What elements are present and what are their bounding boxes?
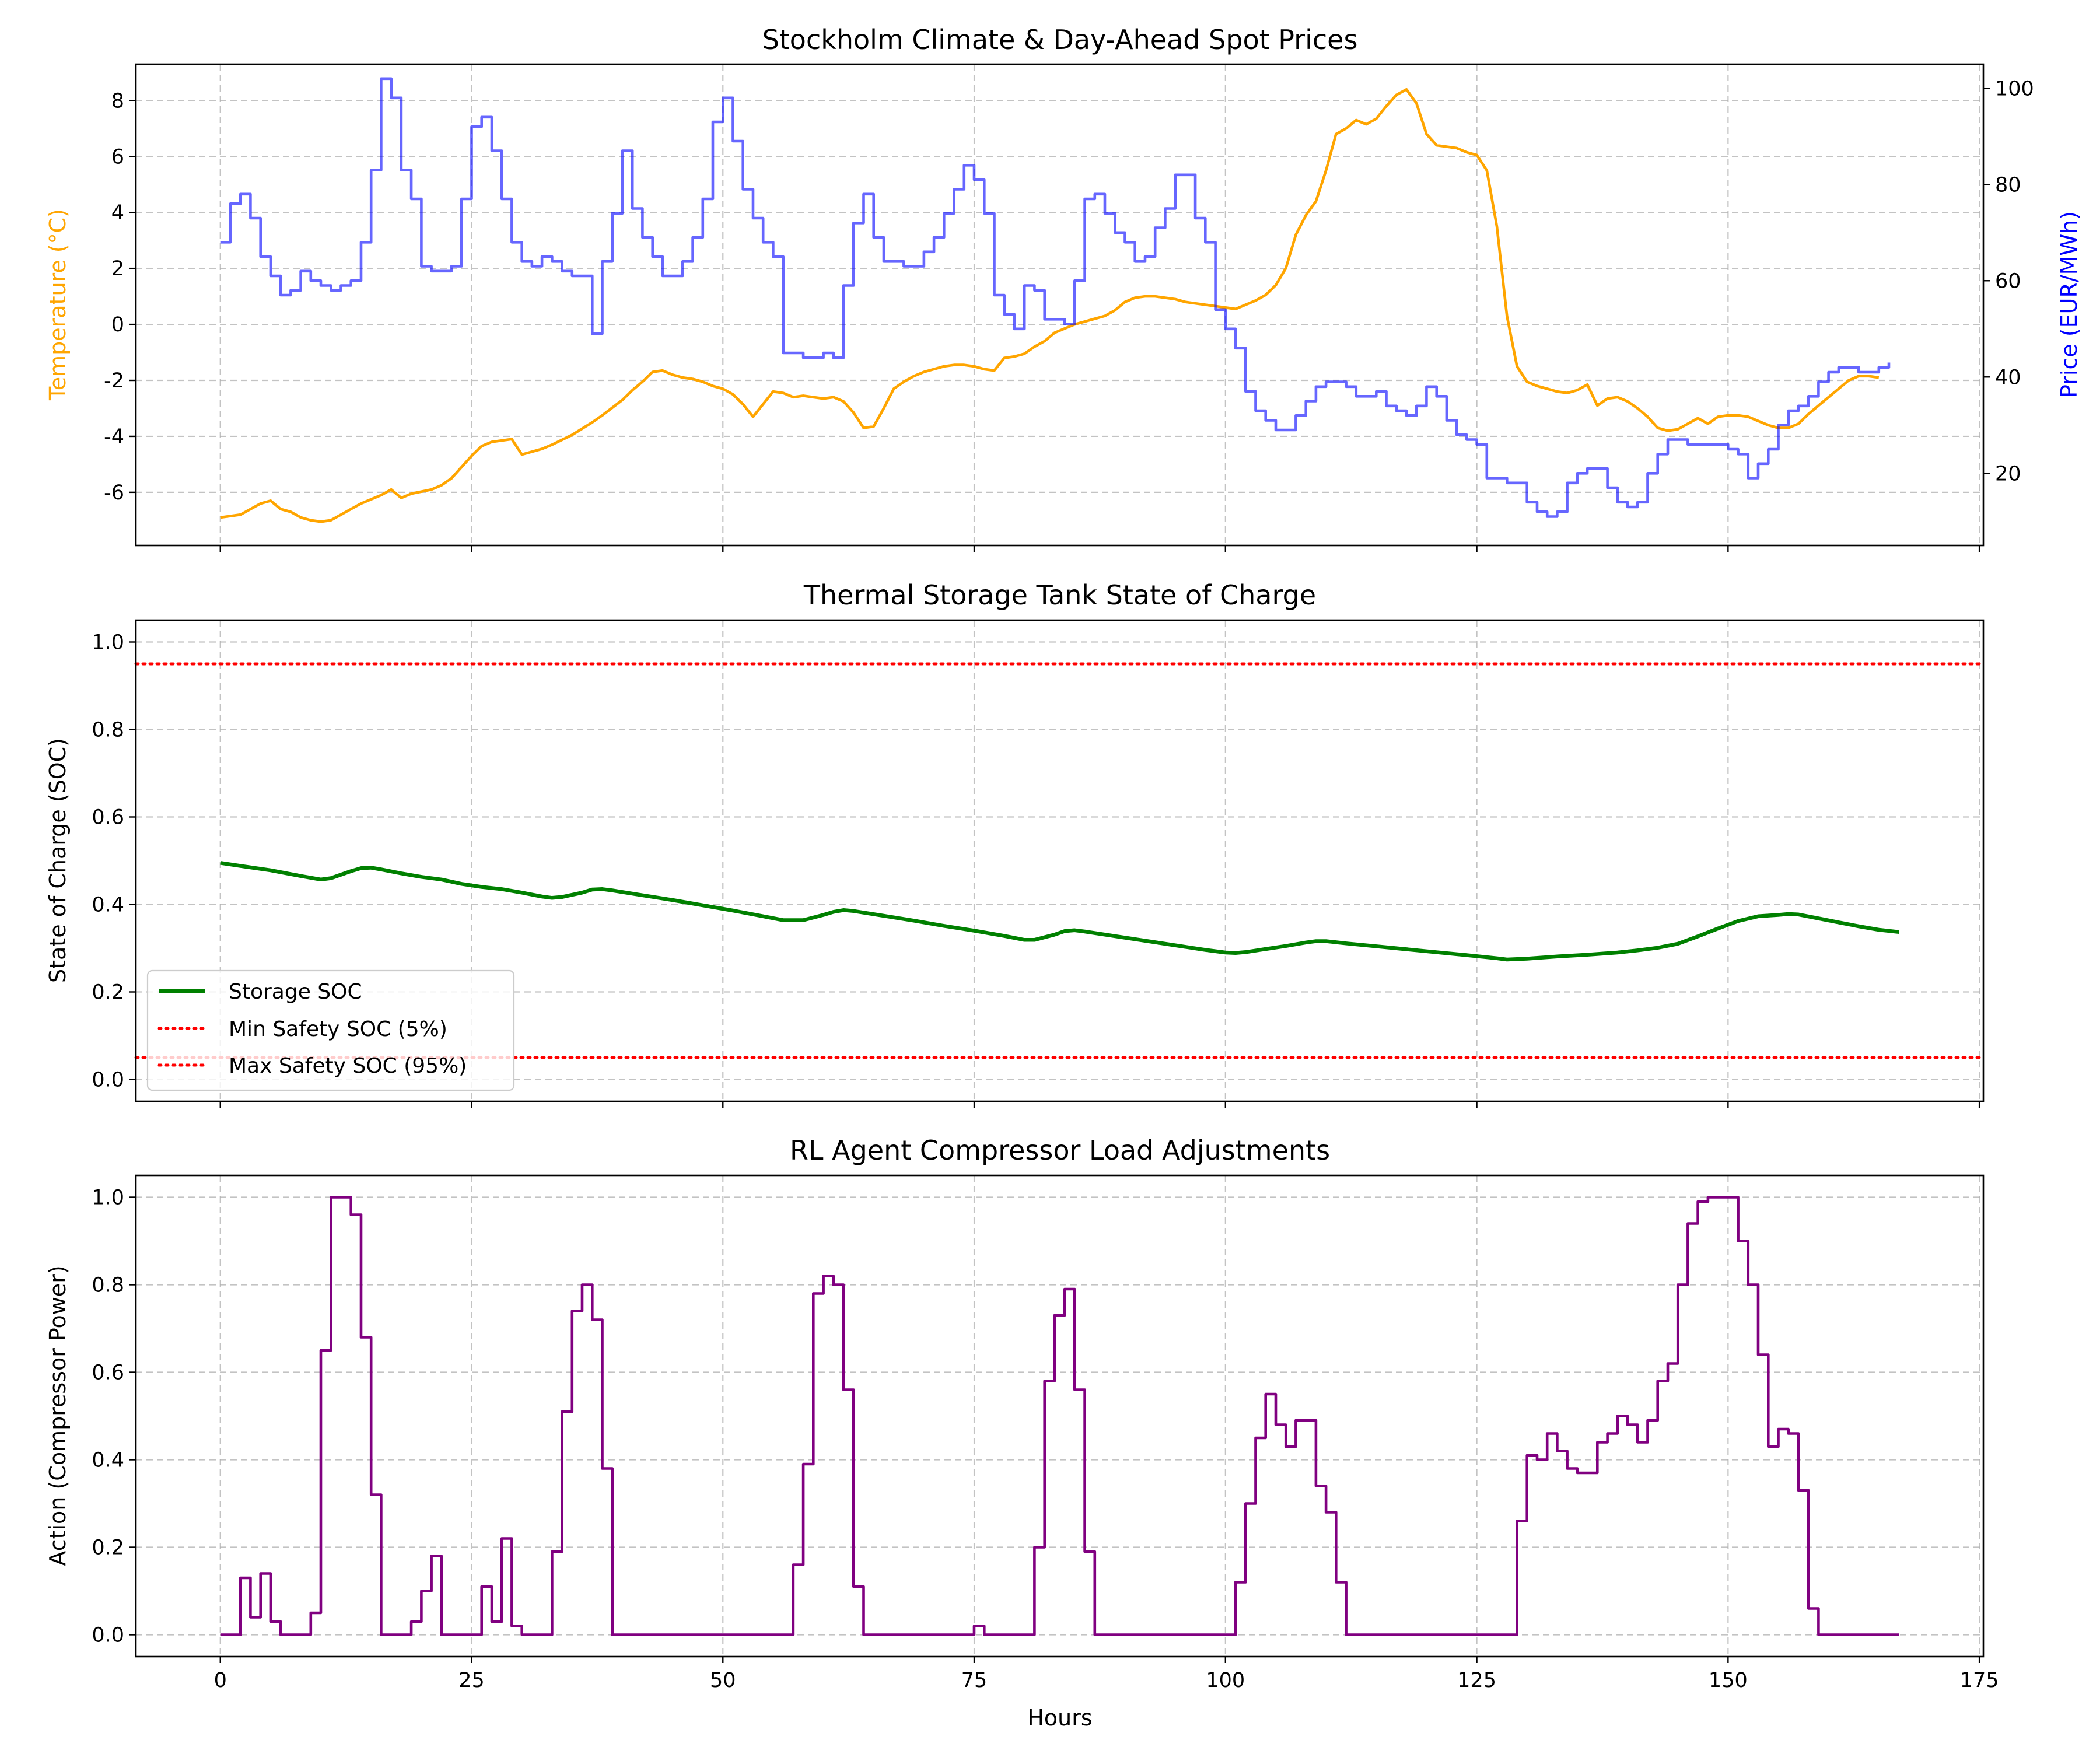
y-tick-label: 0.4	[92, 894, 124, 917]
panel-2-y-ticks: 0.0 0.2 0.4 0.6 0.8 1.0	[92, 631, 136, 1092]
panel-3-title: RL Agent Compressor Load Adjustments	[790, 1135, 1330, 1166]
y-tick-label: -4	[104, 425, 124, 449]
panel-compressor-actions: RL Agent Compressor Load Adjustments 0 25…	[45, 1135, 1999, 1731]
legend-label-storage-soc: Storage SOC	[229, 980, 362, 1004]
soc-axis-label: State of Charge (SOC)	[45, 738, 71, 983]
price-series	[220, 77, 1891, 518]
panel-2-title: Thermal Storage Tank State of Charge	[803, 579, 1316, 611]
panel-2-x-ticks	[219, 1101, 1980, 1108]
series-line	[220, 88, 1880, 523]
y2-tick-label: 60	[1995, 270, 2021, 293]
y-tick-label: 0.2	[92, 981, 124, 1005]
panel-2-frame	[135, 619, 1985, 1102]
compressor-action-series	[220, 1196, 1899, 1636]
temperature-series	[220, 88, 1880, 523]
y-tick-label: 1.0	[92, 631, 124, 654]
panel-3-frame	[135, 1174, 1985, 1658]
panel-storage-soc: Thermal Storage Tank State of Charge 0.0…	[45, 579, 1985, 1108]
x-tick-label: 25	[459, 1669, 485, 1692]
legend-label-min-safety: Min Safety SOC (5%)	[229, 1017, 447, 1041]
x-tick-label: 150	[1709, 1669, 1748, 1692]
y-tick-label: 0.8	[92, 719, 124, 742]
y-tick-label: 0	[111, 313, 124, 337]
y-tick-label: 0.0	[92, 1069, 124, 1092]
y-tick-label: 8	[111, 89, 124, 113]
y2-tick-label: 80	[1995, 173, 2021, 197]
panel-1-frame	[135, 63, 1985, 547]
x-tick-label: 75	[961, 1669, 988, 1692]
panel-3-x-ticks: 0 25 50 75 100 125 150 175	[214, 1657, 1999, 1692]
y-tick-label: 2	[111, 257, 124, 281]
y-tick-label: 1.0	[92, 1186, 124, 1210]
hours-axis-label: Hours	[1027, 1705, 1092, 1731]
series-line	[220, 861, 1899, 962]
x-tick-label: 100	[1206, 1669, 1245, 1692]
x-tick-label: 0	[214, 1669, 227, 1692]
y-tick-label: 0.2	[92, 1536, 124, 1560]
price-axis-label: Price (EUR/MWh)	[2056, 211, 2082, 398]
y-tick-label: 0.6	[92, 806, 124, 830]
legend-box	[146, 970, 515, 1091]
y2-tick-label: 20	[1995, 462, 2021, 485]
panel-1-y2-ticks: 20 40 60 80 100	[1983, 77, 2034, 485]
x-tick-label: 175	[1960, 1669, 1999, 1692]
panel-3-y-ticks: 0.0 0.2 0.4 0.6 0.8 1.0	[92, 1186, 136, 1647]
legend-label-max-safety: Max Safety SOC (95%)	[229, 1054, 467, 1078]
panel-1-y-ticks: -6 -4 -2 0 2 4 6 8	[104, 89, 136, 505]
soc-legend: Storage SOC Min Safety SOC (5%) Max Safe…	[146, 970, 515, 1091]
y2-tick-label: 100	[1995, 77, 2034, 100]
series-line	[220, 1196, 1899, 1636]
panel-1-title: Stockholm Climate & Day-Ahead Spot Price…	[762, 24, 1358, 55]
storage-soc-series	[220, 861, 1899, 962]
y-tick-label: 0.8	[92, 1274, 124, 1297]
y-tick-label: 0.6	[92, 1362, 124, 1385]
action-axis-label: Action (Compressor Power)	[45, 1265, 71, 1566]
y-tick-label: 0.0	[92, 1624, 124, 1647]
y-tick-label: 4	[111, 201, 124, 225]
x-tick-label: 50	[710, 1669, 736, 1692]
series-line	[220, 77, 1891, 518]
y2-tick-label: 40	[1995, 366, 2021, 389]
y-tick-label: -6	[104, 481, 124, 505]
temperature-axis-label: Temperature (°C)	[45, 209, 71, 401]
y-tick-label: 0.4	[92, 1449, 124, 1472]
panel-climate-prices: Stockholm Climate & Day-Ahead Spot Price…	[45, 24, 2082, 552]
panel-1-grid	[136, 64, 1983, 545]
panel-1-x-ticks	[219, 545, 1980, 552]
x-tick-label: 125	[1457, 1669, 1496, 1692]
y-tick-label: -2	[104, 369, 124, 393]
y-tick-label: 6	[111, 145, 124, 169]
